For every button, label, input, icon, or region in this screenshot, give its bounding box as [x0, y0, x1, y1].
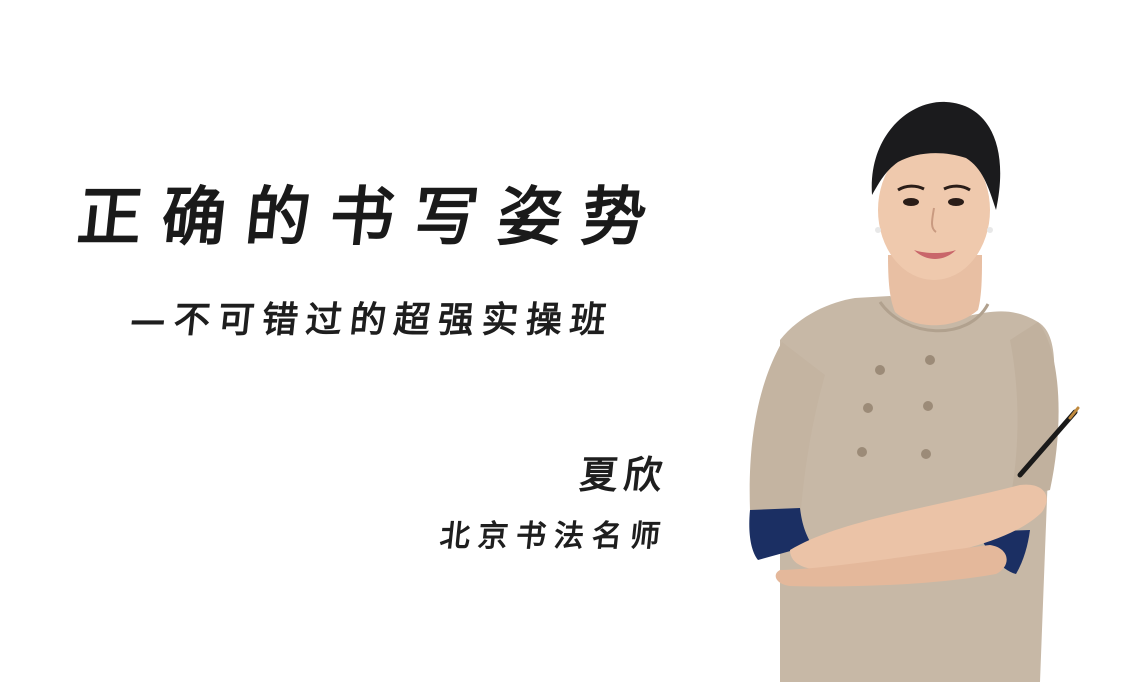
pen-nib — [1068, 406, 1080, 420]
left-brow — [897, 184, 925, 192]
page-title: 正确的书写姿势 — [74, 180, 670, 255]
teacher-portrait — [749, 101, 1080, 682]
teacher-title: 北京书法名师 — [438, 519, 670, 554]
right-earring — [987, 227, 993, 233]
pen — [1017, 409, 1078, 478]
dress-buttons — [857, 355, 935, 459]
left-eye — [903, 198, 919, 206]
right-brow — [943, 184, 971, 192]
teacher-name: 夏欣 — [577, 452, 671, 497]
page-subtitle: —不可错过的超强实操班 — [127, 299, 617, 341]
left-arm — [749, 342, 825, 520]
right-arm — [1010, 322, 1059, 500]
lower-forearm — [775, 545, 1007, 587]
mouth — [914, 250, 956, 259]
forearms — [790, 484, 1047, 571]
right-eye — [948, 198, 964, 206]
right-cuff — [978, 530, 1030, 574]
hair — [871, 101, 1001, 210]
left-earring — [875, 227, 881, 233]
nose — [931, 207, 937, 233]
dress-neckline — [878, 301, 990, 333]
